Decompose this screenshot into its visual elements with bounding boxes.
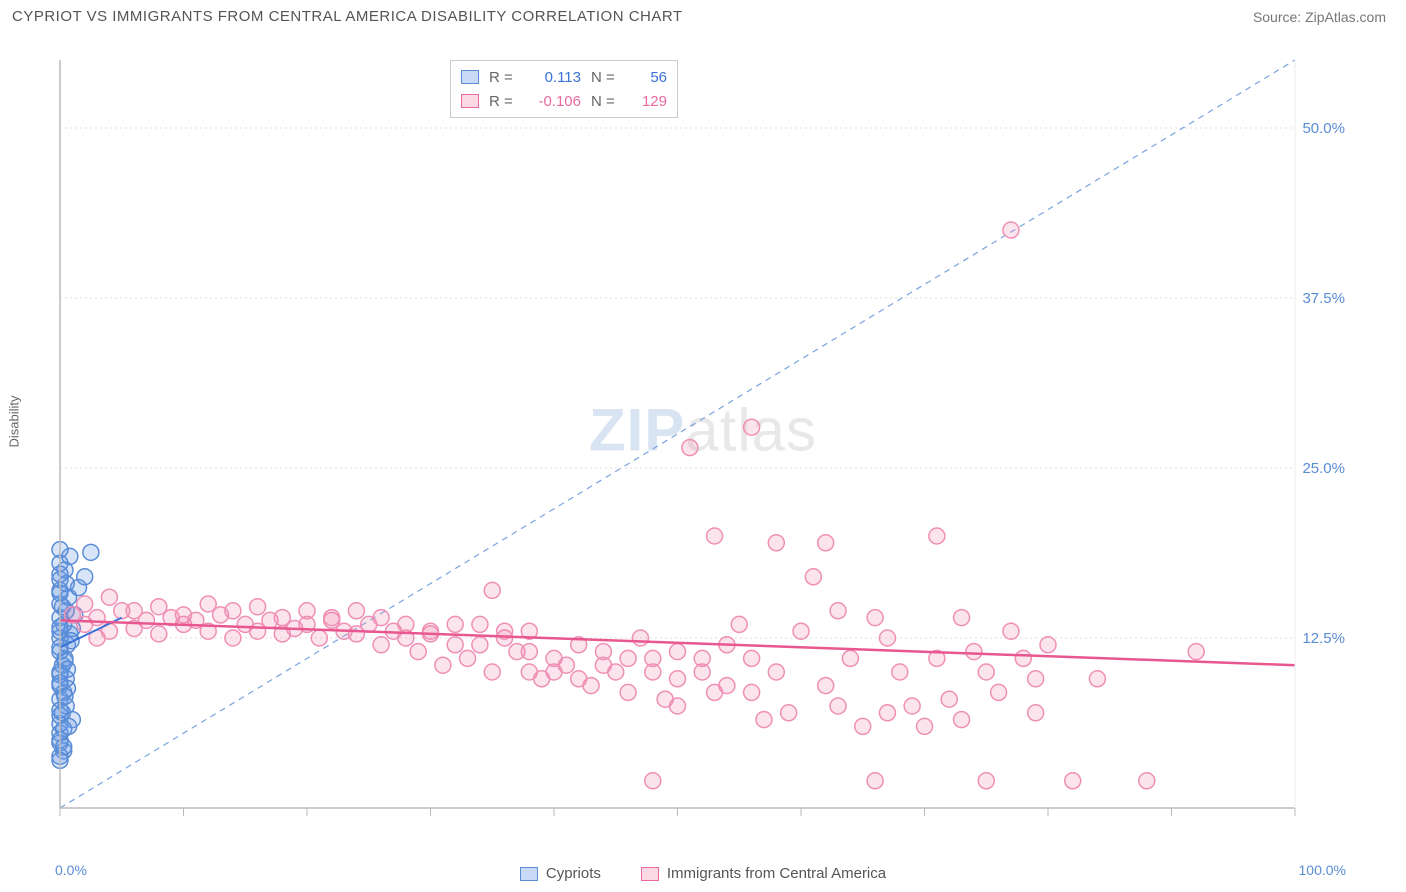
svg-text:37.5%: 37.5% [1302, 290, 1345, 307]
legend-label: Immigrants from Central America [667, 865, 886, 882]
swatch-blue-icon [461, 70, 479, 84]
stats-row-series2: R = -0.106 N = 129 [461, 89, 667, 113]
swatch-pink-icon [641, 867, 659, 881]
legend-item-cypriots: Cypriots [520, 865, 601, 882]
correlation-stats-box: R = 0.113 N = 56 R = -0.106 N = 129 [450, 60, 678, 118]
svg-text:12.5%: 12.5% [1302, 630, 1345, 647]
n-label: N = [591, 93, 617, 110]
scatter-chart-svg: 12.5% 25.0% 37.5% 50.0% [50, 50, 1350, 830]
r-value-series1: 0.113 [525, 69, 581, 86]
r-label: R = [489, 69, 515, 86]
legend-item-immigrants: Immigrants from Central America [641, 865, 886, 882]
swatch-blue-icon [520, 867, 538, 881]
chart-area: 12.5% 25.0% 37.5% 50.0% [50, 50, 1350, 830]
svg-text:50.0%: 50.0% [1302, 120, 1345, 137]
stats-row-series1: R = 0.113 N = 56 [461, 65, 667, 89]
legend-label: Cypriots [546, 865, 601, 882]
svg-text:25.0%: 25.0% [1302, 460, 1345, 477]
chart-title: CYPRIOT VS IMMIGRANTS FROM CENTRAL AMERI… [12, 8, 683, 25]
source-attribution: Source: ZipAtlas.com [1253, 9, 1386, 25]
y-axis-label: Disability [7, 395, 22, 447]
r-label: R = [489, 93, 515, 110]
swatch-pink-icon [461, 94, 479, 108]
n-value-series2: 129 [627, 93, 667, 110]
x-tick-last: 100.0% [1299, 862, 1346, 878]
x-tick-first: 0.0% [55, 862, 87, 878]
bottom-legend: Cypriots Immigrants from Central America [0, 865, 1406, 882]
r-value-series2: -0.106 [525, 93, 581, 110]
n-label: N = [591, 69, 617, 86]
n-value-series1: 56 [627, 69, 667, 86]
